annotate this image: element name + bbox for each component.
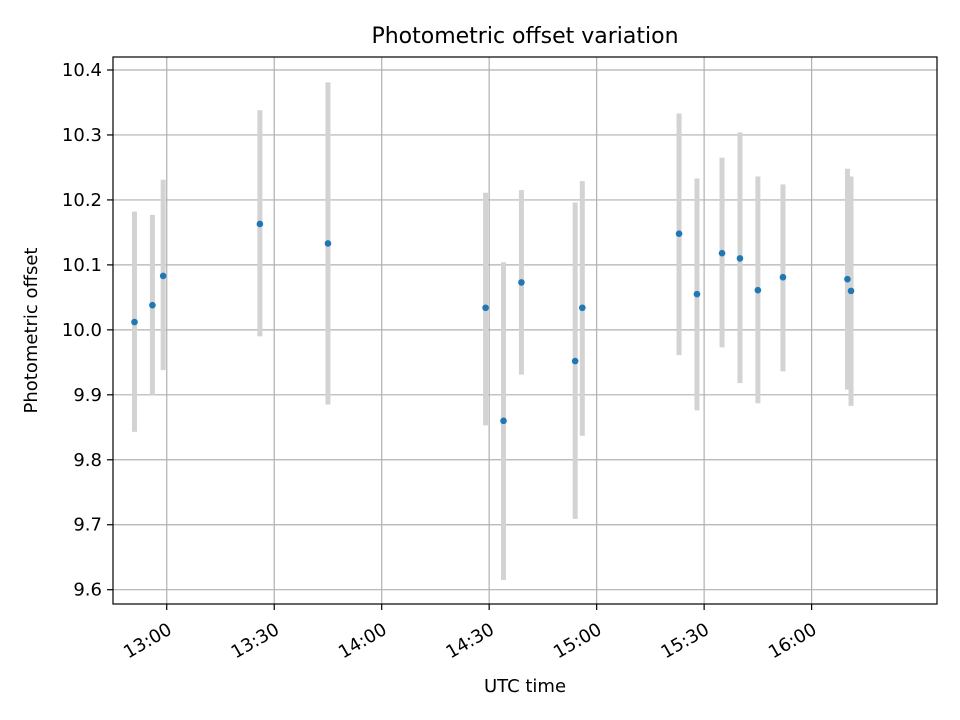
x-tick-label: 13:00	[120, 619, 175, 663]
chart-title: Photometric offset variation	[371, 24, 678, 49]
data-point	[256, 220, 264, 228]
y-tick-label: 10.2	[62, 190, 102, 211]
data-point	[847, 287, 855, 295]
y-tick-label: 9.8	[73, 450, 102, 471]
data-point	[718, 249, 726, 257]
x-tick-label: 14:00	[335, 619, 390, 663]
y-tick-label: 9.7	[73, 515, 102, 536]
y-tick-label: 10.1	[62, 255, 102, 276]
x-tick-label: 15:30	[658, 619, 713, 663]
y-axis-label: Photometric offset	[21, 248, 42, 414]
data-point	[579, 304, 586, 312]
data-point	[844, 275, 851, 283]
data-point	[500, 417, 507, 425]
x-tick-label: 13:30	[228, 619, 283, 663]
grid	[113, 57, 937, 604]
data-point	[131, 318, 138, 326]
errorbar-layer	[131, 82, 854, 580]
y-tick-label: 9.9	[73, 385, 102, 406]
data-point	[736, 255, 744, 262]
data-point	[779, 273, 787, 281]
y-tick-label: 9.6	[73, 580, 102, 601]
y-tick-label: 10.4	[62, 60, 102, 81]
x-tick-label: 16:00	[765, 619, 820, 663]
plot-frame	[112, 56, 938, 605]
data-point	[149, 301, 156, 309]
x-tick-label: 14:30	[443, 619, 498, 663]
data-point	[482, 304, 489, 312]
data-point	[754, 286, 762, 294]
x-axis-label: UTC time	[484, 676, 566, 697]
data-point	[571, 357, 579, 365]
data-point	[675, 230, 683, 238]
ticks: 13:00 13:30 14:00 14:30 15:00 15:30 16:00 9.6 9.…	[62, 60, 820, 663]
data-point	[324, 240, 332, 247]
point-layer	[131, 220, 855, 425]
data-point	[518, 279, 525, 286]
x-tick-label: 15:00	[550, 619, 605, 663]
y-tick-label: 10.3	[62, 125, 102, 146]
data-point	[693, 290, 701, 298]
y-tick-label: 10.0	[62, 320, 102, 341]
data-point	[159, 272, 167, 280]
